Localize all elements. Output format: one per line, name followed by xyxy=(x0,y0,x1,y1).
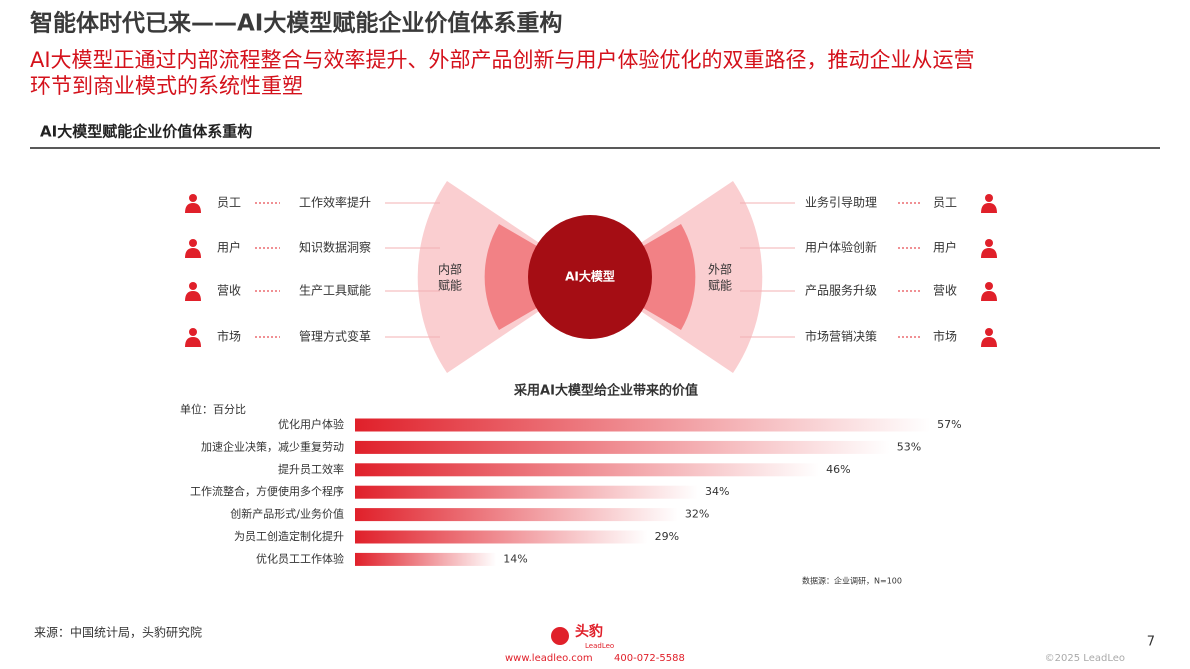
category-label: 优化员工工作体验 xyxy=(256,551,344,565)
phone: 400-072-5588 xyxy=(614,653,685,664)
chart-title: 采用AI大模型给企业带来的价值 xyxy=(513,383,698,399)
logo xyxy=(551,627,569,645)
category-label: 工作流整合，方便使用多个程序 xyxy=(190,484,344,498)
website: www.leadleo.com xyxy=(505,653,593,664)
category-label: 为员工创造定制化提升 xyxy=(234,529,344,543)
item: 生产工具赋能 xyxy=(299,284,371,298)
section-title: AI大模型赋能企业价值体系重构 xyxy=(40,123,252,141)
copyright: ©2025 LeadLeo xyxy=(1045,653,1125,664)
note: 数据源：企业调研，N=100 xyxy=(802,576,902,586)
item: 市场营销决策 xyxy=(805,329,877,344)
category-label: 加速企业决策，减少重复劳动 xyxy=(201,439,344,453)
icon xyxy=(981,194,997,213)
diagram: AI大模型 内部 赋能 外部 赋能 xyxy=(417,181,763,373)
brand: 头豹 xyxy=(575,623,603,640)
category-label: 创新产品形式/业务价值 xyxy=(230,507,344,521)
value-label: 46% xyxy=(826,463,850,476)
role: 员工 xyxy=(933,196,957,210)
right-label: 赋能 xyxy=(708,279,732,293)
icon xyxy=(185,194,201,213)
icon xyxy=(981,328,997,347)
icon xyxy=(981,239,997,258)
item: 管理方式变革 xyxy=(299,329,371,344)
category-label: 优化用户体验 xyxy=(278,417,344,431)
role: 用户 xyxy=(217,240,241,255)
brand-en: LeadLeo xyxy=(585,642,614,650)
subtitle: AI大模型正通过内部流程整合与效率提升、外部产品创新与用户体验优化的双重路径，推… xyxy=(30,48,975,72)
role: 员工 xyxy=(217,196,241,210)
item: 用户体验创新 xyxy=(805,240,877,255)
bar xyxy=(355,418,931,432)
item: 产品服务升级 xyxy=(805,283,877,298)
value-label: 29% xyxy=(655,530,679,543)
value-label: 57% xyxy=(937,418,961,431)
role: 市场 xyxy=(217,329,241,344)
role: 营收 xyxy=(933,284,957,298)
role: 市场 xyxy=(933,329,957,344)
item: 业务引导助理 xyxy=(805,195,877,210)
value-label: 14% xyxy=(503,552,527,565)
icon xyxy=(185,328,201,347)
category-label: 提升员工效率 xyxy=(278,462,344,476)
bar xyxy=(355,530,648,544)
source: 来源：中国统计局，头豹研究院 xyxy=(34,625,202,640)
center-label: AI大模型 xyxy=(565,269,615,284)
unit-label: 单位：百分比 xyxy=(180,402,246,416)
page-number: 7 xyxy=(1147,635,1155,650)
icon xyxy=(185,282,201,301)
right-label: 外部 xyxy=(708,262,732,277)
item: 工作效率提升 xyxy=(299,195,371,210)
value-label: 53% xyxy=(897,440,921,453)
icon xyxy=(185,239,201,258)
bar xyxy=(355,485,699,499)
bar xyxy=(355,463,820,477)
title: 智能体时代已来——AI大模型赋能企业价值体系重构 xyxy=(30,10,562,37)
left-label: 赋能 xyxy=(438,279,462,293)
value-label: 34% xyxy=(705,485,729,498)
icon xyxy=(981,282,997,301)
item: 知识数据洞察 xyxy=(299,240,371,255)
subtitle: 环节到商业模式的系统性重塑 xyxy=(30,74,303,98)
bar xyxy=(355,508,678,522)
bar xyxy=(355,552,497,566)
role: 用户 xyxy=(933,240,957,255)
role: 营收 xyxy=(217,284,241,298)
left-label: 内部 xyxy=(438,262,462,277)
value-label: 32% xyxy=(685,508,709,521)
bar xyxy=(355,440,890,454)
